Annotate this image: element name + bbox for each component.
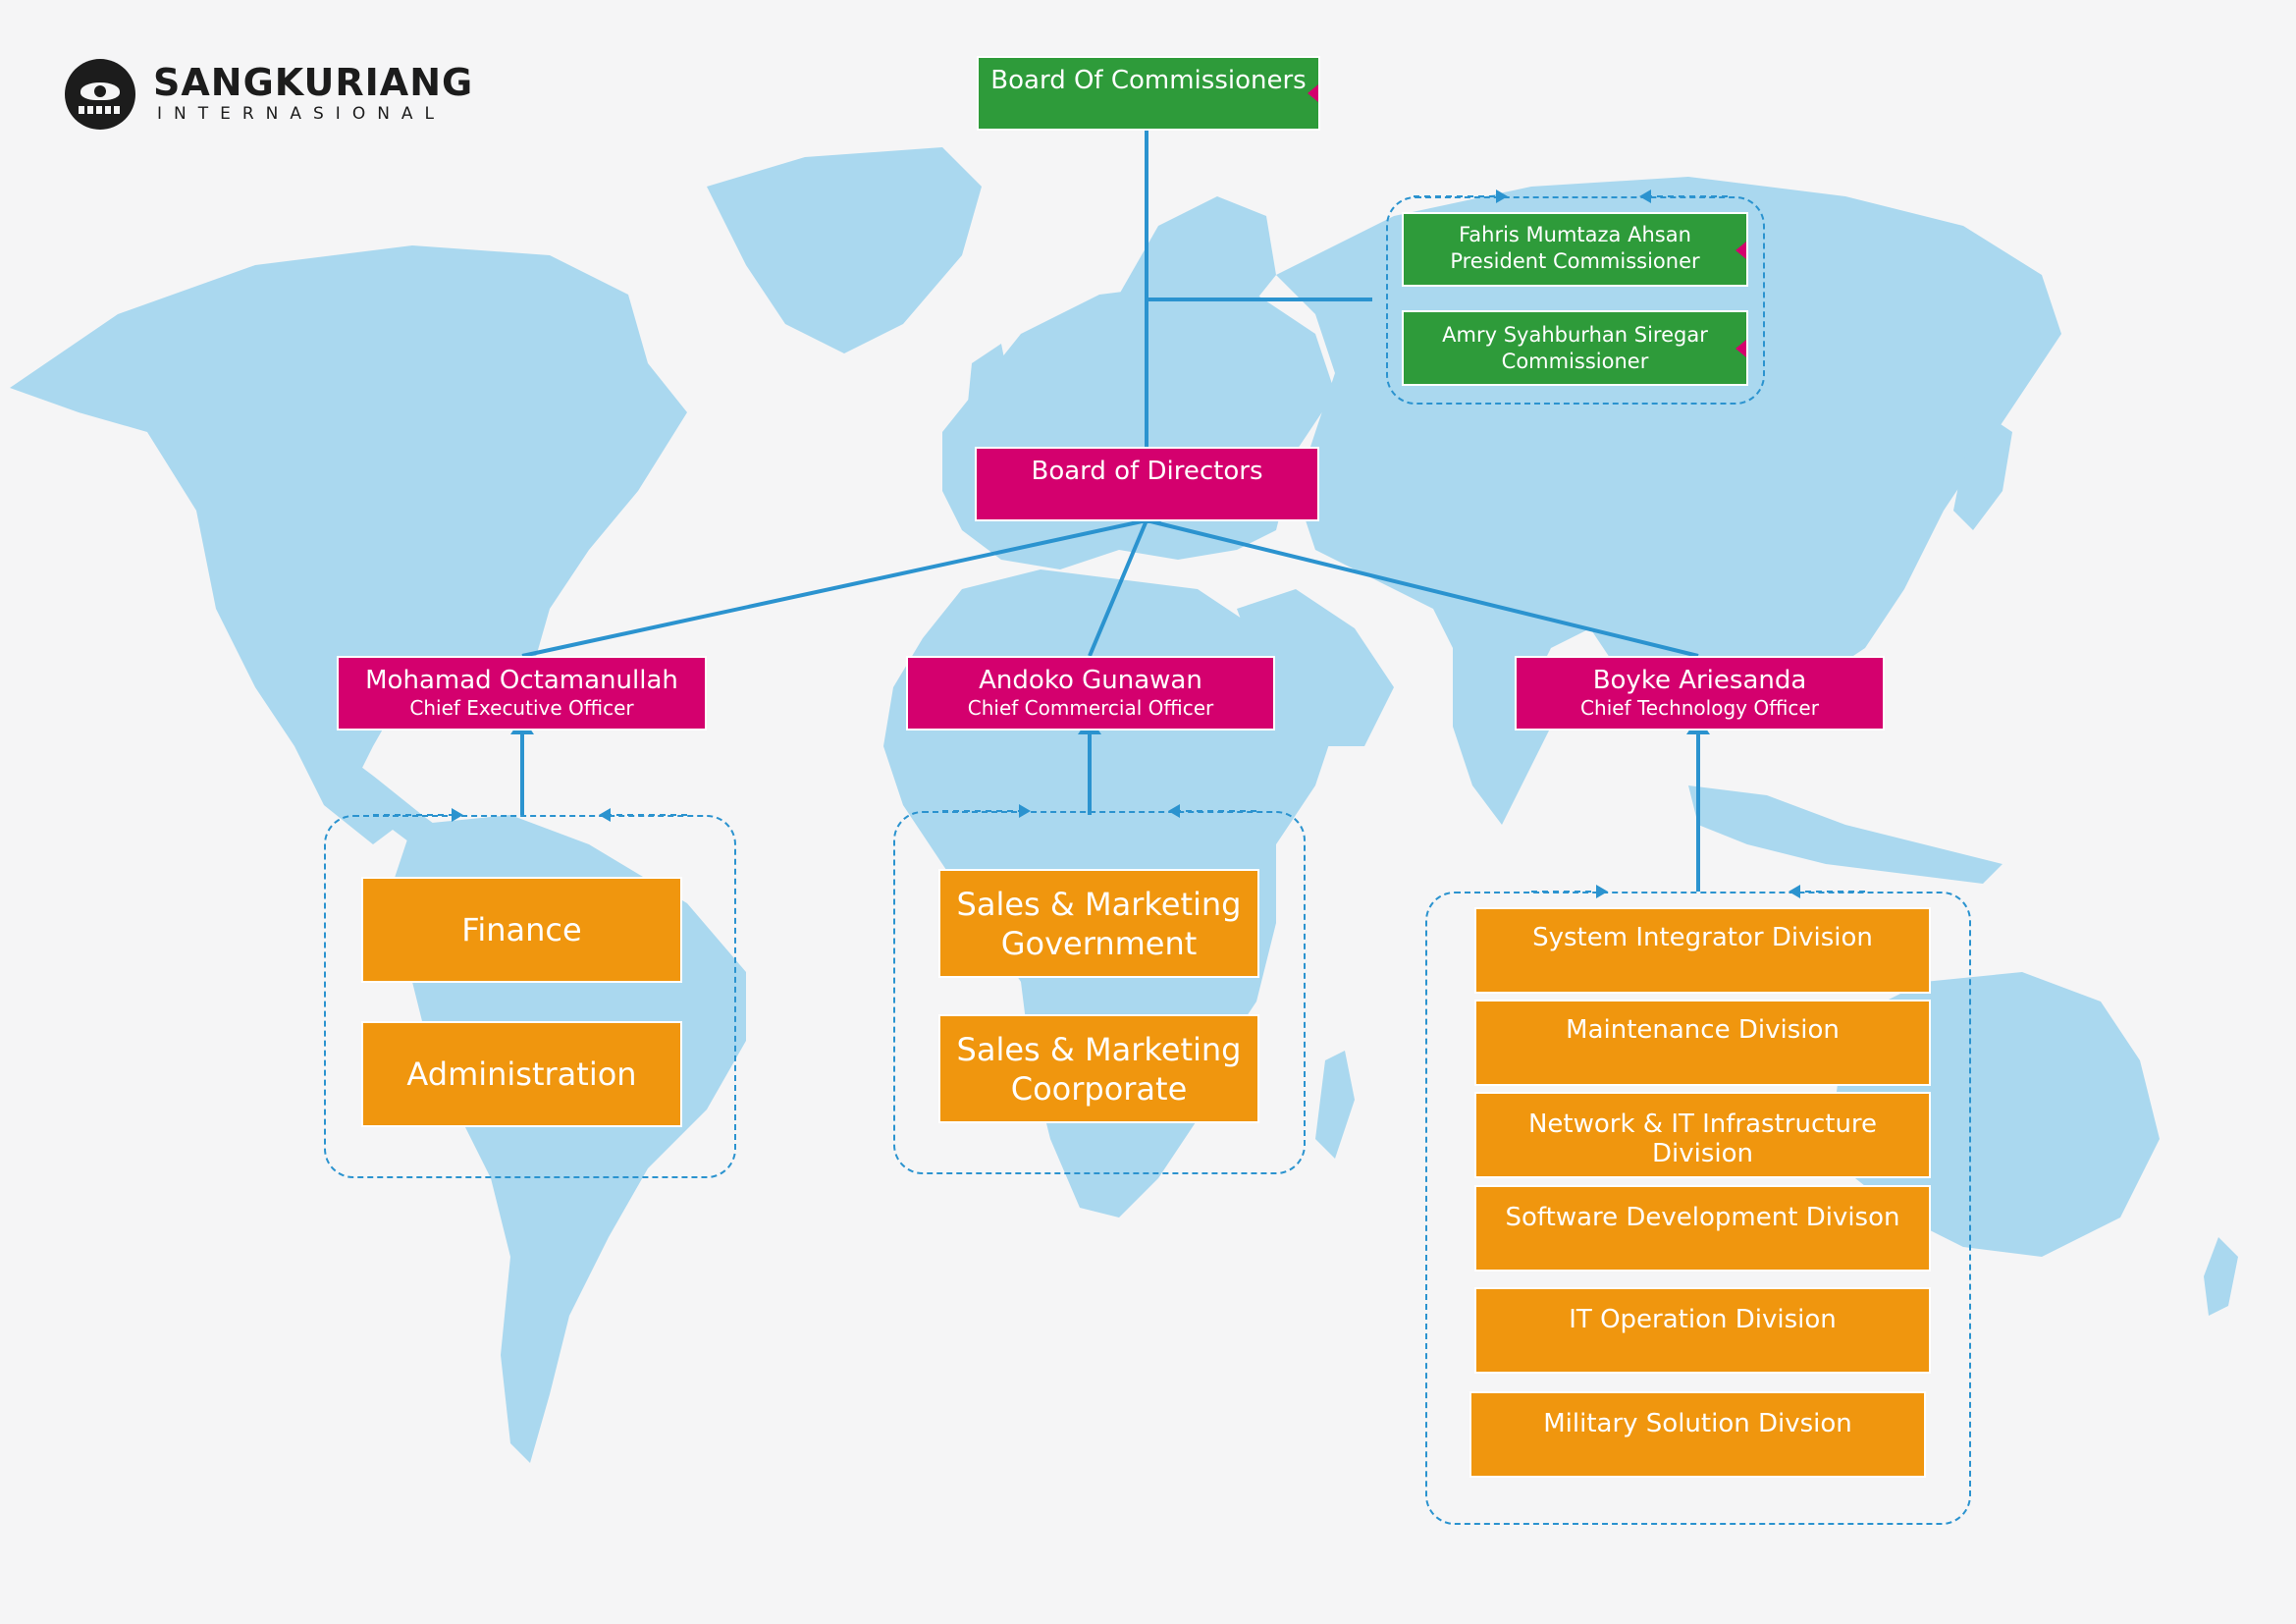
madagascar-shape — [1315, 1051, 1355, 1159]
director-node-cto: Boyke Ariesanda Chief Technology Officer — [1515, 656, 1885, 731]
unit-label: Finance — [461, 911, 582, 948]
unit-node-division: Military Solution Divsion — [1469, 1391, 1926, 1478]
unit-node-administration: Administration — [361, 1021, 682, 1127]
company-logo: SANGKURIANG INTERNASIONAL — [65, 55, 472, 134]
unit-label-line1: Sales & Marketing — [956, 1030, 1242, 1068]
japan-shape — [1953, 412, 2012, 530]
logo-pupil-shape — [94, 85, 106, 97]
board-of-directors-label: Board of Directors — [1031, 457, 1263, 486]
greenland-shape — [707, 147, 982, 353]
unit-node-division: System Integrator Division — [1474, 907, 1931, 994]
director-node-ceo: Mohamad Octamanullah Chief Executive Off… — [337, 656, 707, 731]
director-title: Chief Commercial Officer — [967, 696, 1214, 720]
director-title: Chief Executive Officer — [409, 696, 634, 720]
unit-label-line1: Sales & Marketing — [956, 885, 1242, 923]
notch-marker — [1308, 84, 1318, 102]
cto-unit-group — [1425, 892, 1971, 1525]
new-zealand-shape — [2204, 1237, 2238, 1316]
commissioner-name: Fahris Mumtaza Ahsan — [1459, 223, 1691, 246]
unit-node-sales-corporate: Sales & Marketing Coorporate — [938, 1014, 1259, 1123]
unit-label: IT Operation Division — [1569, 1305, 1837, 1334]
ceo-unit-group — [324, 815, 736, 1178]
notch-marker — [1735, 242, 1746, 259]
se-asia-islands-shape — [1688, 785, 2002, 884]
unit-node-division: Software Development Divison — [1474, 1185, 1931, 1272]
director-title: Chief Technology Officer — [1580, 696, 1819, 720]
unit-label: System Integrator Division — [1532, 923, 1873, 952]
unit-node-sales-government: Sales & Marketing Government — [938, 869, 1259, 978]
notch-marker — [1735, 340, 1746, 357]
commissioner-node: Fahris Mumtaza Ahsan President Commissio… — [1402, 212, 1748, 287]
unit-label: Military Solution Divsion — [1543, 1409, 1852, 1438]
commissioner-title: Commissioner — [1501, 350, 1649, 373]
unit-label: Software Development Divison — [1505, 1203, 1900, 1232]
unit-label: Network & IT Infrastructure Division — [1527, 1110, 1878, 1168]
europe-shape — [942, 285, 1335, 569]
unit-node-finance: Finance — [361, 877, 682, 983]
logo-subtitle: INTERNASIONAL — [157, 104, 447, 124]
unit-node-division: IT Operation Division — [1474, 1287, 1931, 1374]
board-of-commissioners-node: Board Of Commissioners — [977, 56, 1320, 131]
commissioner-node: Amry Syahburhan Siregar Commissioner — [1402, 310, 1748, 386]
commissioner-group — [1386, 196, 1765, 405]
uk-shape — [967, 344, 1011, 432]
unit-label: Maintenance Division — [1566, 1015, 1840, 1045]
cco-unit-group — [893, 811, 1306, 1174]
logo-name: SANGKURIANG — [153, 61, 474, 104]
director-name: Mohamad Octamanullah — [365, 666, 678, 695]
logo-teeth-shape — [79, 106, 122, 114]
director-name: Andoko Gunawan — [979, 666, 1202, 695]
unit-label-line2: Government — [1000, 924, 1198, 962]
unit-node-division: Maintenance Division — [1474, 1000, 1931, 1086]
unit-node-division: Network & IT Infrastructure Division — [1474, 1092, 1931, 1178]
board-of-directors-node: Board of Directors — [975, 447, 1319, 521]
north-america-shape — [10, 245, 687, 844]
commissioner-title: President Commissioner — [1450, 249, 1700, 273]
unit-label: Administration — [406, 1056, 637, 1093]
commissioner-name: Amry Syahburhan Siregar — [1442, 323, 1708, 347]
director-node-cco: Andoko Gunawan Chief Commercial Officer — [906, 656, 1275, 731]
board-of-commissioners-label: Board Of Commissioners — [990, 66, 1307, 95]
unit-label-line2: Coorporate — [1010, 1069, 1188, 1108]
director-name: Boyke Ariesanda — [1592, 666, 1807, 695]
logo-icon — [65, 59, 135, 130]
